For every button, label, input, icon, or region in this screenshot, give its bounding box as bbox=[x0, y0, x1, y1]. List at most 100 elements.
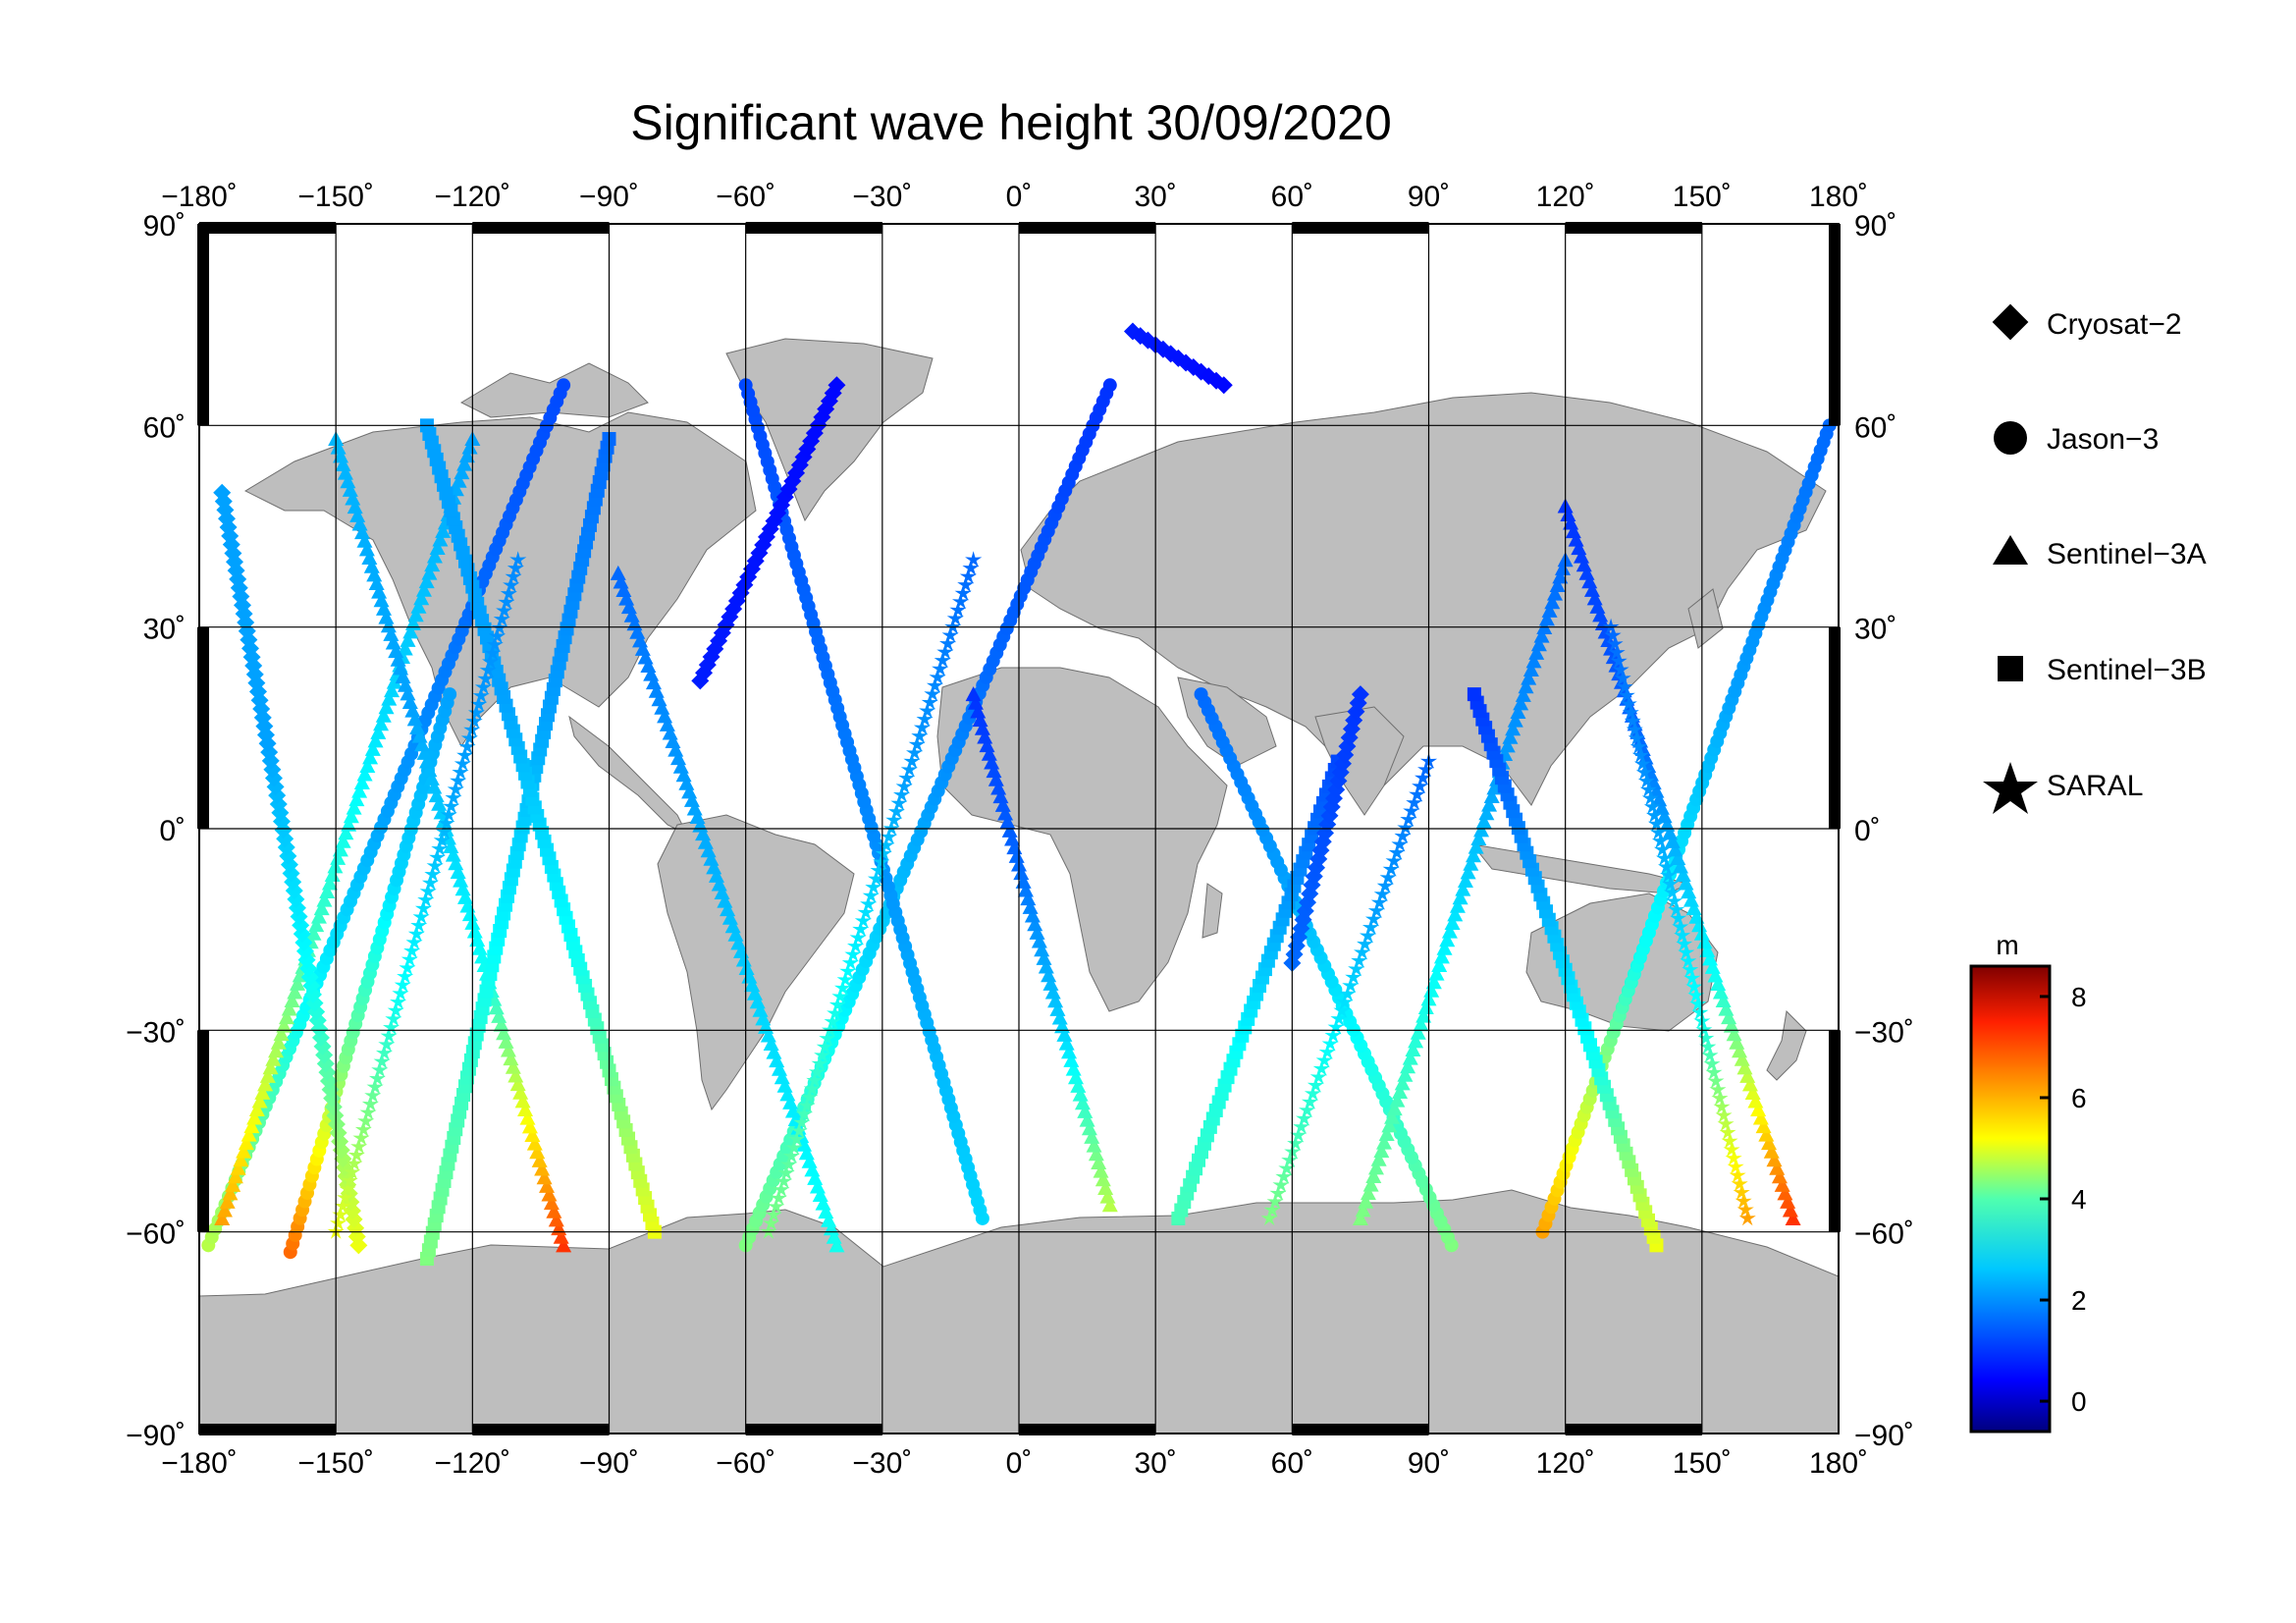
south-america bbox=[657, 814, 855, 1111]
track-point bbox=[804, 1162, 821, 1177]
track-point bbox=[811, 1055, 828, 1071]
track-point bbox=[1583, 581, 1600, 597]
track-point bbox=[276, 1017, 293, 1033]
track-point bbox=[219, 1193, 236, 1209]
track-point bbox=[1091, 1154, 1107, 1169]
track-point bbox=[1269, 1184, 1287, 1201]
track-point bbox=[1449, 897, 1466, 913]
track-point bbox=[1345, 968, 1362, 985]
colorbar-tick-label: 2 bbox=[2071, 1285, 2087, 1316]
lon-tick-label-bottom: 90˚ bbox=[1408, 1447, 1450, 1480]
track-point bbox=[934, 651, 951, 669]
greenland bbox=[725, 338, 934, 522]
track-point bbox=[844, 946, 862, 962]
track-point bbox=[1518, 678, 1534, 694]
track-point bbox=[375, 1044, 394, 1060]
track-point bbox=[645, 675, 662, 690]
track-point bbox=[1538, 611, 1555, 626]
track-point bbox=[828, 376, 846, 395]
lat-tick-label-right: −90˚ bbox=[1854, 1420, 1914, 1452]
track-point bbox=[1457, 873, 1473, 889]
track-point bbox=[373, 716, 390, 731]
track-point bbox=[924, 685, 941, 702]
track-point bbox=[807, 1169, 824, 1185]
track-point bbox=[1699, 1038, 1717, 1055]
track-point bbox=[1659, 816, 1676, 832]
track-point bbox=[893, 785, 911, 803]
track-point bbox=[972, 712, 988, 728]
track-point bbox=[1309, 1068, 1327, 1085]
track-point bbox=[1355, 1202, 1371, 1217]
track-point bbox=[454, 464, 470, 480]
track-point bbox=[521, 1118, 538, 1134]
track-point bbox=[454, 755, 471, 772]
track-point bbox=[426, 857, 444, 874]
circle-marker-icon bbox=[1994, 421, 2027, 455]
frame-bar-bottom bbox=[472, 1424, 610, 1435]
track-point bbox=[1304, 1085, 1321, 1102]
track-point bbox=[1402, 1050, 1418, 1065]
track-point bbox=[1321, 1035, 1339, 1052]
track-point bbox=[1365, 1167, 1382, 1183]
track-point bbox=[1362, 1176, 1379, 1192]
track-point bbox=[1367, 901, 1385, 919]
track-point bbox=[351, 515, 368, 531]
track-point bbox=[1651, 832, 1669, 849]
track-point bbox=[1339, 985, 1357, 1001]
track-point bbox=[368, 574, 385, 590]
track-point bbox=[1079, 1111, 1095, 1127]
track-point bbox=[1565, 523, 1581, 539]
track-point bbox=[546, 1203, 562, 1218]
track-point bbox=[383, 625, 400, 641]
track-point bbox=[828, 1237, 845, 1253]
track-point bbox=[436, 823, 454, 839]
track-point bbox=[1725, 1149, 1742, 1166]
track-point bbox=[405, 934, 423, 950]
track-point bbox=[348, 791, 365, 807]
track-point bbox=[1568, 531, 1584, 547]
track-point bbox=[443, 839, 459, 854]
track-point bbox=[936, 643, 954, 660]
track-point bbox=[316, 892, 333, 907]
legend: Cryosat−2 Jason−3 Sentinel−3A Sentinel−3… bbox=[1983, 303, 2207, 814]
track-point bbox=[409, 719, 426, 734]
track-point bbox=[413, 590, 430, 606]
track-point bbox=[452, 763, 469, 781]
track-point bbox=[1651, 791, 1668, 807]
track-point bbox=[356, 766, 373, 782]
track-point bbox=[352, 1129, 370, 1146]
track-point bbox=[1736, 1059, 1753, 1075]
track-point bbox=[453, 872, 469, 888]
colorbar-tick-label: 6 bbox=[2071, 1083, 2087, 1113]
track-point bbox=[814, 1047, 831, 1063]
track-point bbox=[1660, 866, 1678, 884]
track-point bbox=[1031, 933, 1047, 948]
track-point bbox=[727, 926, 744, 942]
track-point bbox=[1470, 831, 1487, 846]
frame-bars bbox=[197, 222, 1841, 1435]
track-point bbox=[890, 794, 908, 811]
track-point bbox=[279, 1009, 295, 1025]
track-point bbox=[730, 935, 747, 950]
track-point bbox=[429, 540, 446, 556]
track-point bbox=[744, 977, 761, 993]
track-point bbox=[898, 769, 916, 785]
track-point bbox=[852, 920, 870, 937]
track-point bbox=[1400, 810, 1417, 828]
track-point bbox=[1394, 827, 1412, 843]
track-point bbox=[539, 1177, 556, 1193]
track-point bbox=[417, 891, 435, 908]
track-point bbox=[763, 1036, 779, 1052]
track-point bbox=[424, 557, 441, 572]
track-point bbox=[1563, 514, 1579, 530]
track-point bbox=[812, 1187, 828, 1203]
track-point bbox=[458, 737, 476, 755]
track-point bbox=[333, 448, 349, 463]
track-point bbox=[250, 691, 269, 710]
track-point bbox=[839, 962, 857, 979]
frame-bar-bottom bbox=[1019, 1424, 1156, 1435]
track-point bbox=[618, 590, 635, 606]
track-point bbox=[414, 736, 431, 752]
track-point bbox=[1354, 944, 1371, 960]
track-point bbox=[697, 834, 714, 849]
